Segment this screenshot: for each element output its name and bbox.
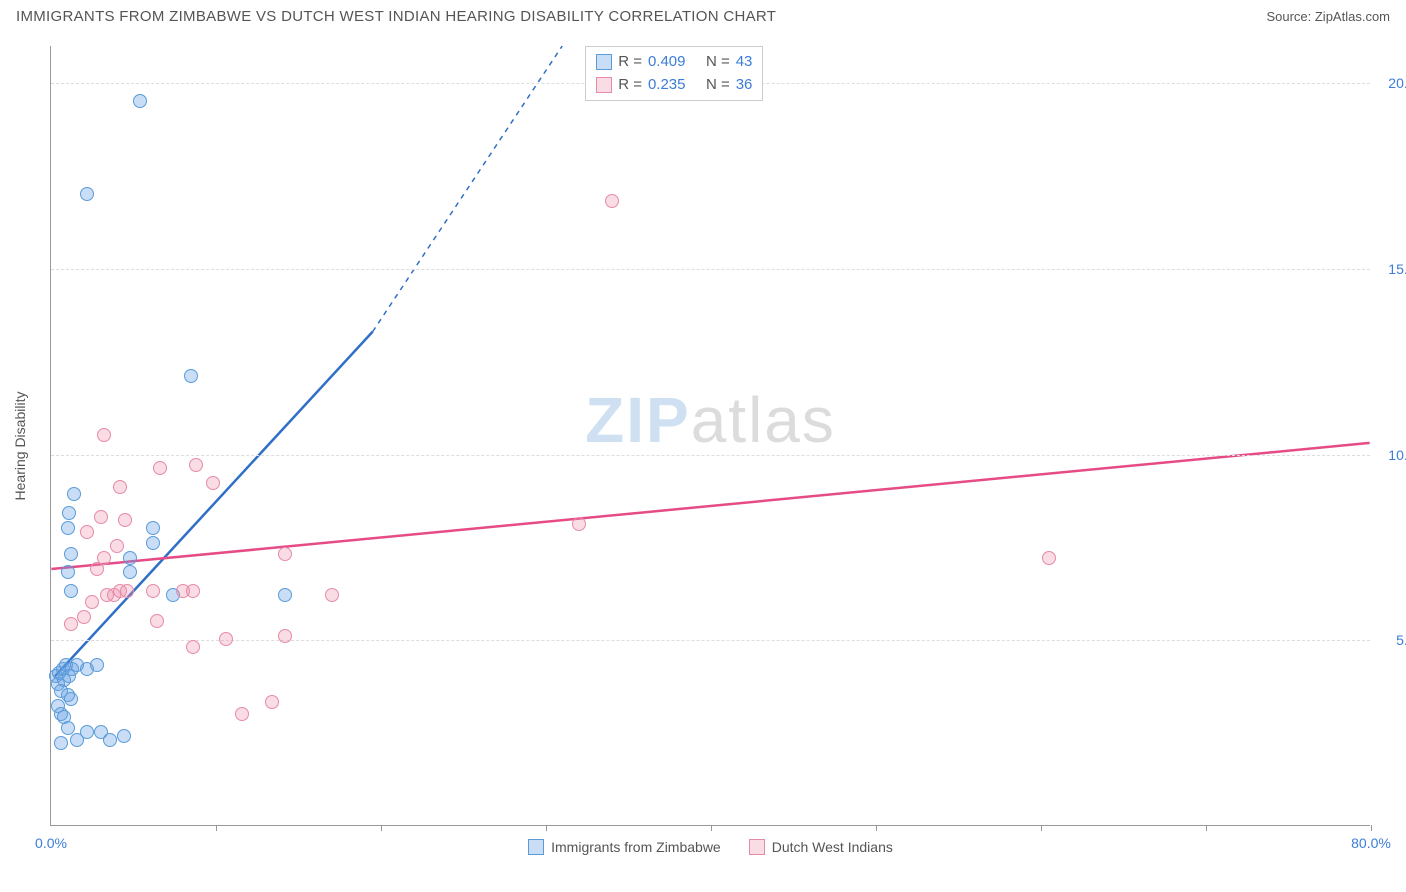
data-point (153, 461, 167, 475)
data-point (265, 695, 279, 709)
bottom-legend: Immigrants from Zimbabwe Dutch West India… (51, 839, 1370, 855)
data-point (189, 458, 203, 472)
data-point (117, 729, 131, 743)
legend-label: Immigrants from Zimbabwe (551, 839, 721, 855)
data-point (605, 194, 619, 208)
stats-row: R = 0.235 N = 36 (596, 74, 752, 97)
data-point (64, 692, 78, 706)
data-point (123, 565, 137, 579)
stats-legend-box: R = 0.409 N = 43 R = 0.235 N = 36 (585, 46, 763, 101)
data-point (325, 588, 339, 602)
data-point (61, 565, 75, 579)
stat-n-value: 43 (736, 51, 753, 74)
data-point (278, 547, 292, 561)
data-point (103, 733, 117, 747)
data-point (146, 584, 160, 598)
data-point (1042, 551, 1056, 565)
y-tick-label: 5.0% (1396, 632, 1406, 648)
x-tick (876, 825, 877, 831)
x-tick (216, 825, 217, 831)
data-point (235, 707, 249, 721)
legend-item: Dutch West Indians (749, 839, 893, 855)
data-point (64, 547, 78, 561)
y-tick-label: 20.0% (1388, 75, 1406, 91)
trend-line (55, 332, 373, 677)
data-point (184, 369, 198, 383)
data-point (572, 517, 586, 531)
data-point (90, 658, 104, 672)
stats-row: R = 0.409 N = 43 (596, 51, 752, 74)
x-tick (711, 825, 712, 831)
data-point (113, 480, 127, 494)
data-point (206, 476, 220, 490)
trend-lines-layer (51, 46, 1370, 825)
data-point (80, 525, 94, 539)
data-point (97, 551, 111, 565)
chart-title: IMMIGRANTS FROM ZIMBABWE VS DUTCH WEST I… (16, 8, 776, 25)
y-axis-label: Hearing Disability (12, 392, 28, 501)
scatter-chart: ZIPatlas 5.0%10.0%15.0%20.0%0.0%80.0%R =… (50, 46, 1370, 826)
data-point (54, 736, 68, 750)
gridline (51, 455, 1370, 456)
data-point (186, 584, 200, 598)
legend-label: Dutch West Indians (772, 839, 893, 855)
data-point (64, 584, 78, 598)
data-point (123, 551, 137, 565)
trend-line (51, 443, 1369, 569)
watermark: ZIPatlas (585, 383, 836, 457)
data-point (62, 506, 76, 520)
data-point (97, 428, 111, 442)
data-point (94, 510, 108, 524)
data-point (80, 725, 94, 739)
data-point (77, 610, 91, 624)
data-point (278, 629, 292, 643)
x-tick (546, 825, 547, 831)
stat-n-label: N = (706, 51, 730, 74)
data-point (118, 513, 132, 527)
legend-item: Immigrants from Zimbabwe (528, 839, 721, 855)
stat-r-label: R = (618, 74, 642, 97)
stat-n-label: N = (706, 74, 730, 97)
x-tick (1041, 825, 1042, 831)
chart-source: Source: ZipAtlas.com (1266, 9, 1390, 24)
stat-r-label: R = (618, 51, 642, 74)
legend-swatch (596, 54, 612, 70)
chart-header: IMMIGRANTS FROM ZIMBABWE VS DUTCH WEST I… (0, 0, 1406, 29)
y-tick-label: 15.0% (1388, 261, 1406, 277)
legend-swatch (749, 839, 765, 855)
x-tick (381, 825, 382, 831)
data-point (64, 617, 78, 631)
data-point (146, 536, 160, 550)
legend-swatch (528, 839, 544, 855)
data-point (150, 614, 164, 628)
x-tick (1206, 825, 1207, 831)
data-point (67, 487, 81, 501)
x-tick (1371, 825, 1372, 831)
stat-n-value: 36 (736, 74, 753, 97)
trend-line-dashed (373, 46, 563, 332)
watermark-zip: ZIP (585, 384, 691, 456)
data-point (186, 640, 200, 654)
data-point (85, 595, 99, 609)
watermark-atlas: atlas (691, 384, 836, 456)
stat-r-value: 0.235 (648, 74, 700, 97)
stat-r-value: 0.409 (648, 51, 700, 74)
data-point (120, 584, 134, 598)
gridline (51, 640, 1370, 641)
y-tick-label: 10.0% (1388, 447, 1406, 463)
legend-swatch (596, 77, 612, 93)
data-point (219, 632, 233, 646)
gridline (51, 269, 1370, 270)
data-point (146, 521, 160, 535)
data-point (278, 588, 292, 602)
data-point (133, 94, 147, 108)
data-point (110, 539, 124, 553)
data-point (61, 521, 75, 535)
data-point (80, 187, 94, 201)
